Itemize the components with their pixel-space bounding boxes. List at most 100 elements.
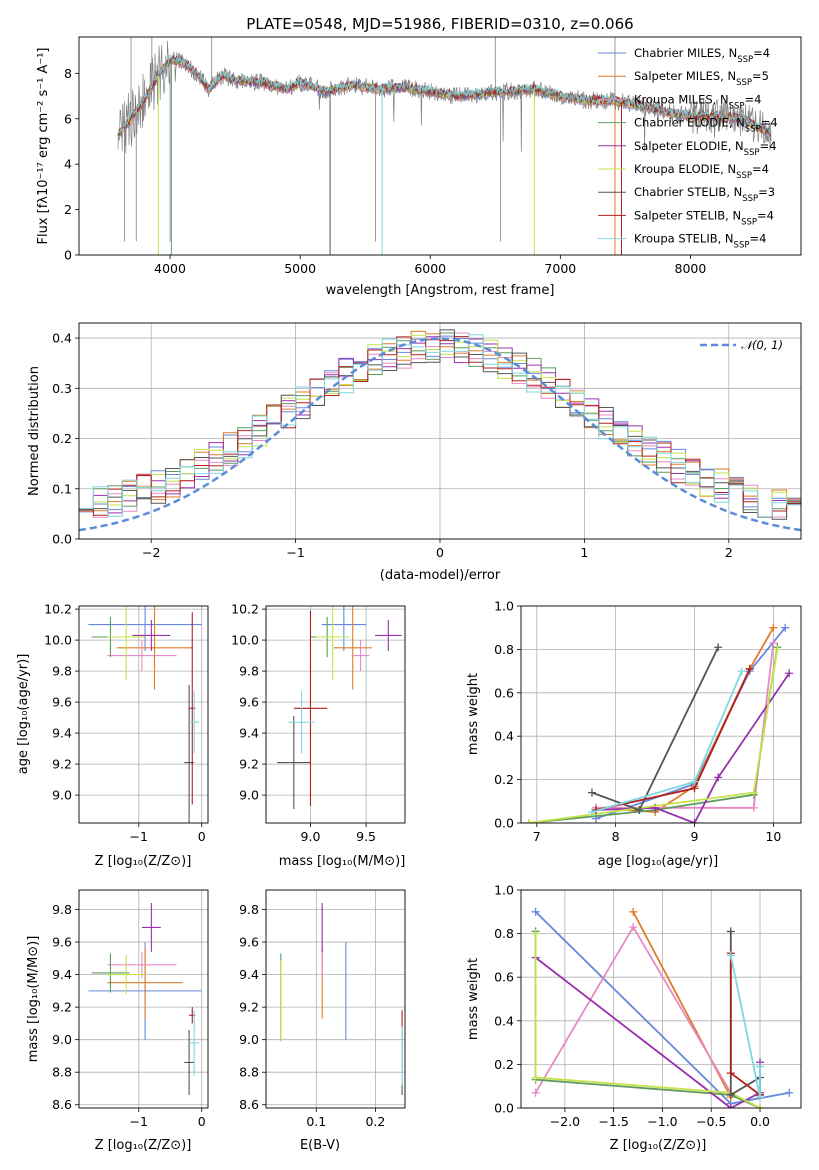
z-age-panel: −1 0 9.0 9.2 9.4 9.6 9.8 10.0 10.2 Z [log₁₀(Z/Z⊙… [16, 602, 209, 869]
weight-marker [531, 907, 540, 916]
z-mass-ylabel: mass [log₁₀(M/M⊙)] [26, 936, 41, 1063]
errorbar-point [316, 606, 350, 681]
z-mass-ytick-label: 9.8 [52, 902, 72, 917]
spectrum-title: PLATE=0548, MJD=51986, FIBERID=0310, z=0… [246, 15, 633, 33]
legend-label: Salpeter STELIB, NSSP=4 [634, 208, 774, 227]
errorbar-point [107, 951, 177, 978]
weights-z-panel: −2.0 −1.5 −1.0 −0.5 0.0 0.0 0.2 0.4 0.6 0.8 1.0 Z … [466, 883, 802, 1153]
spectrum-xtick-label: 5000 [284, 261, 316, 276]
weights-age-ytick-label: 0.0 [494, 816, 514, 831]
legend-label: 𝒩(0, 1) [741, 338, 783, 352]
errorbar-point [374, 619, 402, 651]
residuals-ytick-label: 0.4 [52, 331, 72, 346]
weight-line [534, 933, 761, 1108]
spectrum-xtick-label: 7000 [544, 261, 576, 276]
z-age-plot-area [88, 606, 202, 823]
mass-age-ytick-label: 9.8 [239, 664, 259, 679]
ebv-mass-ytick-label: 9.4 [239, 967, 259, 982]
weights-age-ytick-label: 0.2 [494, 772, 514, 787]
residuals-xtick-label: 2 [725, 545, 733, 560]
weights-z-xlabel: Z [log₁₀(Z/Z⊙)] [610, 1138, 707, 1153]
residuals-ytick-label: 0.1 [52, 481, 72, 496]
weight-marker [726, 927, 735, 936]
residuals-plot-area [79, 329, 801, 532]
spectrum-legend: Chabrier MILES, NSSP=4 Salpeter MILES, NS… [598, 46, 778, 251]
ebv-mass-ytick-label: 9.0 [239, 1032, 259, 1047]
mass-age-ytick-label: 10.0 [231, 633, 259, 648]
weight-marker [531, 1073, 540, 1082]
weights-z-plot-area [531, 907, 794, 1108]
spectrum-ytick-label: 6 [64, 111, 72, 126]
z-age-grid [79, 606, 208, 823]
weights-z-ytick-label: 0.0 [494, 1101, 514, 1116]
errorbar-point [333, 606, 372, 690]
weight-line [591, 670, 743, 813]
z-mass-panel: −1 0 8.6 8.8 9.0 9.2 9.4 9.6 9.8 Z [log₁₀(Z/Z⊙)]… [26, 889, 209, 1153]
residuals-frame [78, 322, 802, 540]
weights-z-ytick-label: 1.0 [494, 883, 514, 898]
spectrum-ytick-label: 8 [64, 66, 72, 81]
weight-marker [785, 1088, 794, 1097]
weight-marker [714, 773, 723, 782]
z-mass-xtick-label: 0 [198, 1114, 206, 1129]
weight-marker [726, 1104, 735, 1108]
z-mass-plot-area [88, 903, 202, 1095]
mass-age-ytick-label: 9.2 [239, 757, 259, 772]
weights-z-xtick-label: −2.0 [550, 1114, 580, 1129]
spectrum-xlabel: wavelength [Angstrom, rest frame] [326, 283, 555, 298]
ebv-mass-xtick-label: 0.2 [365, 1114, 385, 1129]
mass-age-panel: 9.0 9.5 9.0 9.2 9.4 9.6 9.8 10.0 10.2 mass [log₁… [231, 602, 406, 869]
weight-line [534, 931, 761, 1108]
z-mass-ytick-label: 9.2 [52, 1000, 72, 1015]
weight-marker [635, 805, 644, 814]
gaussian-curve [79, 337, 801, 532]
weight-marker [726, 1069, 735, 1078]
errorbar-point [107, 606, 146, 681]
spectrum-xtick-label: 8000 [675, 261, 707, 276]
errorbar-point [88, 606, 202, 651]
weights-z-ytick-label: 0.6 [494, 970, 514, 985]
residuals-ytick-label: 0.0 [52, 532, 72, 547]
z-mass-xtick-label: −1 [130, 1114, 148, 1129]
histogram-series [79, 336, 801, 518]
mass-age-frame [265, 605, 406, 824]
weight-line [591, 646, 720, 812]
spectrum-xtick-label: 6000 [414, 261, 446, 276]
weights-age-ytick-label: 1.0 [494, 599, 514, 614]
weights-age-xlabel: age [log₁₀(age/yr)] [598, 854, 719, 869]
errorbar-point [116, 606, 193, 690]
residuals-ylabel: Normed distribution [27, 366, 42, 496]
weights-age-xtick-label: 10 [765, 829, 781, 844]
mass-age-grid [266, 606, 405, 823]
weights-age-xtick-label: 8 [612, 829, 620, 844]
weights-age-frame [520, 605, 802, 824]
weight-marker [756, 1104, 765, 1108]
weight-marker [531, 1088, 540, 1097]
z-mass-grid [79, 890, 208, 1108]
weights-z-frame [520, 889, 802, 1109]
weight-marker [629, 907, 638, 916]
weight-marker [714, 643, 723, 652]
z-age-ytick-label: 9.4 [52, 726, 72, 741]
z-mass-ytick-label: 9.4 [52, 967, 72, 982]
residuals-xlabel: (data-model)/error [380, 568, 501, 583]
z-age-ytick-label: 10.0 [44, 633, 72, 648]
errorbar-point [107, 640, 177, 672]
spectrum-xtick-label: 4000 [154, 261, 186, 276]
z-age-ytick-label: 9.6 [52, 695, 72, 710]
weights-z-ytick-label: 0.4 [494, 1013, 514, 1028]
residuals-ytick-label: 0.3 [52, 381, 72, 396]
spectrum-model-line [117, 53, 772, 135]
weight-marker [781, 623, 790, 632]
z-mass-ytick-label: 9.0 [52, 1032, 72, 1047]
z-age-xtick-label: −1 [130, 829, 148, 844]
weight-marker [587, 788, 596, 797]
weights-z-xtick-label: −0.5 [696, 1114, 726, 1129]
weights-age-xtick-label: 9 [691, 829, 699, 844]
z-mass-frame [78, 889, 209, 1109]
weights-age-xtick-label: 7 [533, 829, 541, 844]
errorbar-point [107, 946, 183, 1019]
weight-marker [749, 803, 758, 812]
weight-marker [749, 788, 758, 797]
